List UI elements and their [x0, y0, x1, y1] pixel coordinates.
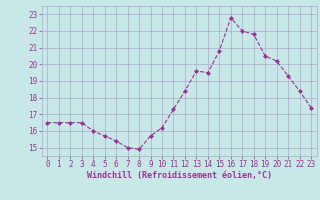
X-axis label: Windchill (Refroidissement éolien,°C): Windchill (Refroidissement éolien,°C)	[87, 171, 272, 180]
